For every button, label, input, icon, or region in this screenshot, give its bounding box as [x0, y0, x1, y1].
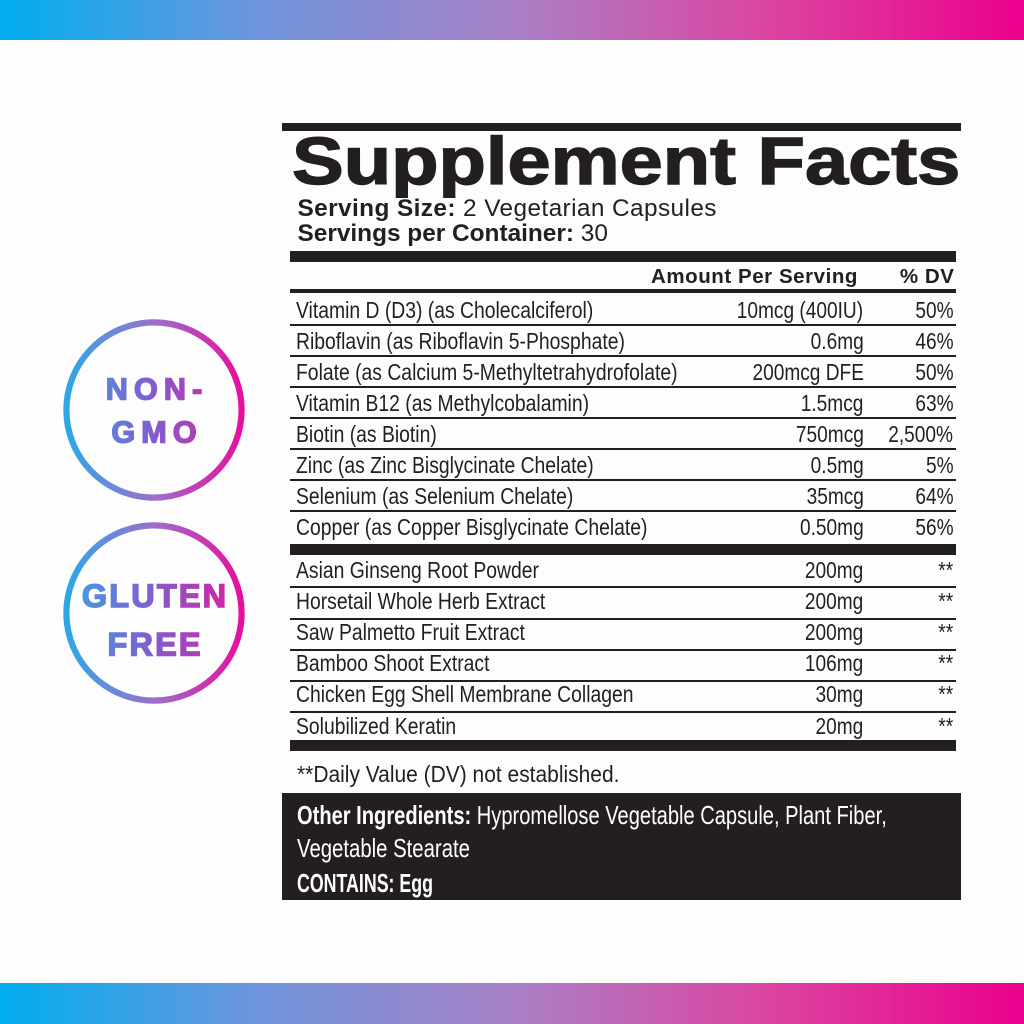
svg-text:NON-: NON-	[106, 373, 209, 407]
svg-text:GMO: GMO	[111, 415, 202, 449]
svg-text:FREE: FREE	[108, 626, 203, 662]
svg-text:GLUTEN: GLUTEN	[82, 578, 228, 614]
